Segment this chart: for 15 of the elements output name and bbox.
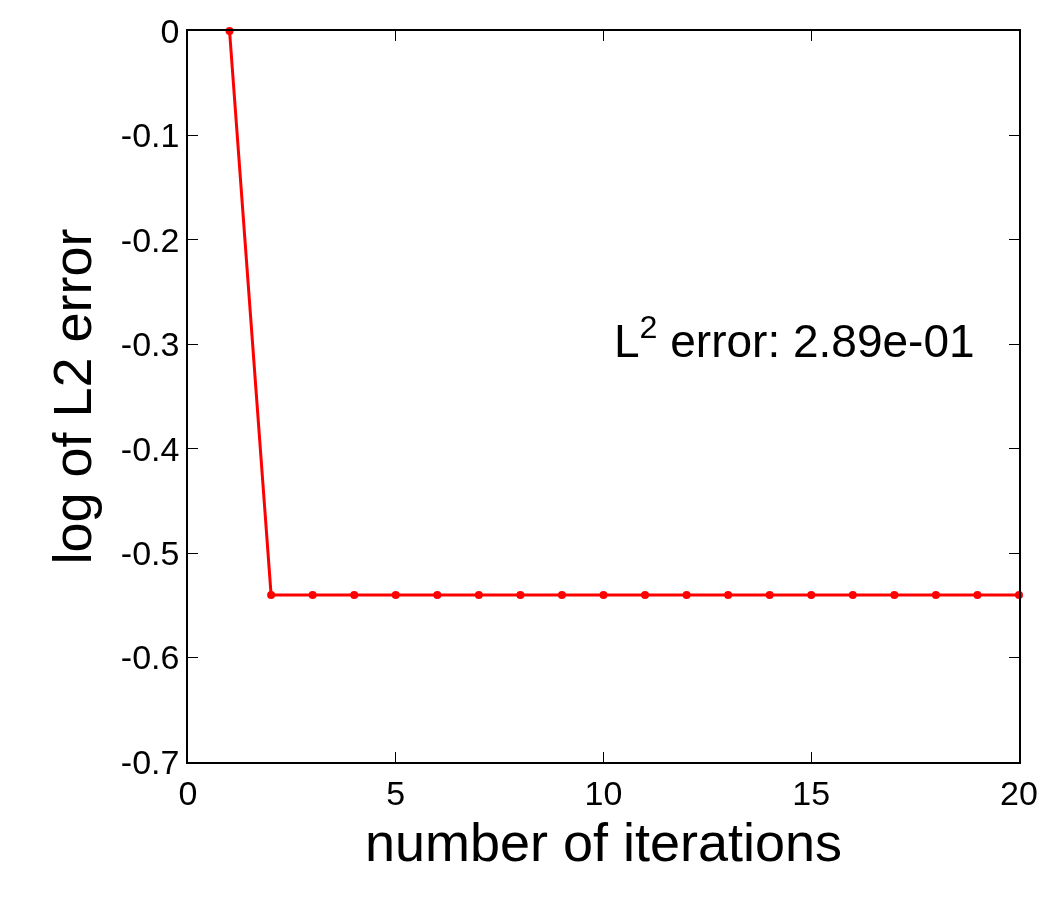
annotation: L$^{2}$ error: 2.89e-01 (614, 309, 975, 368)
x-tick-label: 5 (386, 773, 406, 812)
y-tick-label: -0.5 (120, 534, 180, 573)
x-tick-label: 20 (1000, 773, 1038, 812)
y-tick-label: -0.7 (120, 742, 180, 781)
x-tick-label: 10 (584, 773, 623, 812)
y-tick-label: -0.4 (120, 429, 180, 468)
y-tick-label: -0.1 (120, 116, 180, 155)
y-tick-label: 0 (160, 11, 180, 50)
x-tick-label: 15 (792, 773, 831, 812)
y-axis-title: log of L2 error (41, 228, 102, 565)
y-tick-label: -0.6 (120, 638, 180, 677)
y-tick-label: -0.2 (120, 220, 180, 259)
y-tick-label: -0.3 (120, 325, 180, 364)
x-axis-title: number of iterations (364, 811, 843, 872)
